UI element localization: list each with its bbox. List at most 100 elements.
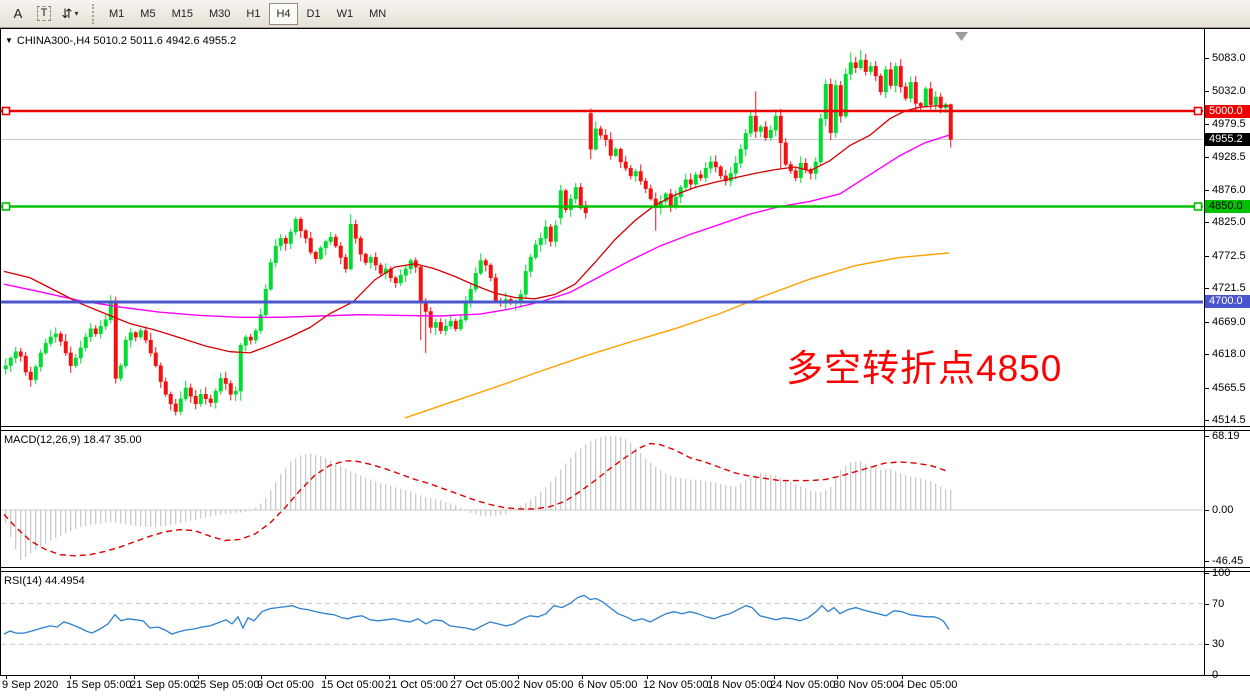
time-tick — [6, 675, 7, 679]
rsi-scale-label: 100 — [1212, 567, 1231, 579]
time-axis-label: 18 Nov 05:00 — [707, 679, 773, 691]
rsi-indicator-pane[interactable] — [0, 572, 1204, 675]
macd-scale-label: -46.45 — [1212, 554, 1244, 567]
time-tick — [647, 675, 648, 679]
price-tick — [1204, 321, 1209, 323]
chart-header: ▼ CHINA300-,H4 5010.2 5011.6 4942.6 4955.… — [5, 35, 236, 47]
time-tick — [582, 675, 583, 679]
price-tick — [1204, 255, 1209, 257]
price-scale-label: 4514.5 — [1212, 414, 1246, 427]
rsi-scale-label: 70 — [1212, 597, 1225, 610]
chart-left-border — [0, 29, 1, 675]
price-tag-5000.0: 5000.0 — [1205, 104, 1250, 118]
time-axis-label: 4 Dec 05:00 — [898, 679, 958, 691]
symbol-dropdown-icon[interactable]: ▼ — [5, 36, 13, 45]
macd-tick — [1204, 510, 1209, 511]
macd-histogram — [5, 435, 952, 560]
rsi-line — [3, 594, 950, 635]
time-tick — [454, 675, 455, 679]
timeframe-button-m15[interactable]: M15 — [165, 3, 200, 25]
timeframe-button-m5[interactable]: M5 — [133, 3, 162, 25]
time-tick — [325, 675, 326, 679]
rsi-tick — [1204, 573, 1209, 574]
pane-splitter-1-bottom[interactable] — [0, 430, 1250, 431]
timeframe-button-h1[interactable]: H1 — [239, 3, 267, 25]
pane-splitter-1-top[interactable] — [0, 426, 1250, 427]
pivot-line-4850-left-handle — [1, 202, 11, 211]
price-tick — [1204, 90, 1209, 92]
timeframe-button-mn[interactable]: MN — [362, 3, 393, 25]
time-axis-label: 30 Nov 05:00 — [833, 679, 899, 691]
price-scale-label: 5083.0 — [1212, 52, 1246, 65]
price-tick — [1204, 189, 1209, 191]
macd-indicator-pane[interactable] — [0, 431, 1204, 567]
text-object-tool-button[interactable]: T — [32, 3, 56, 25]
pane-splitter-2-bottom[interactable] — [0, 571, 1250, 572]
time-axis-label: 9 Sep 2020 — [2, 679, 59, 691]
price-scale-label: 4618.0 — [1212, 348, 1246, 361]
pane-splitter-2-top[interactable] — [0, 567, 1250, 568]
ma-fast-red — [3, 105, 949, 354]
timeframe-button-m30[interactable]: M30 — [202, 3, 237, 25]
macd-tick — [1204, 435, 1209, 437]
time-axis-label: 24 Nov 05:00 — [770, 679, 836, 691]
time-axis-label: 6 Nov 05:00 — [578, 679, 638, 691]
rsi-tick — [1204, 644, 1209, 646]
time-tick — [518, 675, 519, 679]
time-tick — [711, 675, 712, 679]
price-scale-label: 4669.0 — [1212, 315, 1246, 328]
price-tick — [1204, 288, 1209, 290]
cursor-mode-dropdown-button[interactable]: ⇵ ▾ — [58, 3, 82, 25]
timeframe-button-group: M1 M5 M15 M30 H1 H4 D1 W1 MN — [101, 2, 394, 25]
price-scale-label: 4876.0 — [1212, 183, 1246, 196]
price-tick — [1204, 124, 1209, 126]
price-tick — [1204, 354, 1209, 356]
macd-label: MACD(12,26,9) 18.47 35.00 — [4, 434, 142, 446]
ma-medium-magenta — [3, 134, 950, 318]
text-label-tool-button[interactable]: A — [6, 3, 30, 25]
rsi-scale-label: 0 — [1212, 668, 1219, 681]
chart-shift-marker-icon[interactable] — [955, 32, 968, 41]
sort-arrows-icon: ⇵ — [61, 5, 73, 21]
time-axis-label: 12 Nov 05:00 — [643, 679, 709, 691]
chart-annotation-text[interactable]: 多空转折点4850 — [786, 348, 1063, 389]
pivot-line-4850[interactable] — [1, 202, 1203, 211]
resistance-line-5000-left-handle — [1, 106, 11, 116]
price-scale-label: 4565.5 — [1212, 381, 1246, 394]
timeframe-button-m1[interactable]: M1 — [102, 3, 131, 25]
macd-scale-label: 0.00 — [1212, 504, 1234, 516]
main-price-chart[interactable] — [0, 29, 1204, 426]
price-scale-label: 4721.5 — [1212, 282, 1246, 295]
time-tick — [837, 675, 838, 679]
price-tick — [1204, 156, 1209, 158]
chart-title-ohlc: CHINA300-,H4 5010.2 5011.6 4942.6 4955.2 — [16, 35, 237, 47]
resistance-line-5000[interactable] — [1, 106, 1203, 116]
timeframe-button-h4[interactable]: H4 — [269, 2, 298, 25]
price-scale-label: 4979.5 — [1212, 118, 1246, 131]
chart-top-border — [0, 28, 1250, 29]
time-axis-label: 25 Sep 05:00 — [194, 679, 260, 691]
timeframe-button-d1[interactable]: D1 — [300, 3, 328, 25]
time-axis-border — [0, 675, 1250, 676]
price-tick — [1204, 222, 1209, 224]
time-tick — [261, 675, 262, 679]
timeframe-button-w1[interactable]: W1 — [330, 3, 361, 25]
time-axis-label: 21 Sep 05:00 — [130, 679, 196, 691]
main-toolbar: A T ⇵ ▾ M1 M5 M15 M30 H1 H4 D1 W1 MN — [0, 0, 1250, 28]
rsi-label: RSI(14) 44.4954 — [4, 575, 85, 587]
time-axis-label: 9 Oct 05:00 — [257, 679, 314, 691]
price-scale-label: 5032.0 — [1212, 84, 1246, 97]
ma-slow-orange — [404, 252, 950, 419]
price-tag-4850.0: 4850.0 — [1205, 199, 1250, 213]
time-tick — [70, 675, 71, 679]
price-tag-4955.2: 4955.2 — [1205, 133, 1250, 147]
time-tick — [198, 675, 199, 679]
price-tick — [1204, 387, 1209, 389]
chevron-down-icon: ▾ — [74, 9, 79, 18]
toolbar-grip[interactable] — [92, 3, 94, 24]
rsi-scale-label: 30 — [1212, 638, 1225, 651]
time-axis-label: 15 Oct 05:00 — [321, 679, 384, 691]
price-tick — [1204, 58, 1209, 60]
macd-scale-label: 68.19 — [1212, 429, 1240, 442]
